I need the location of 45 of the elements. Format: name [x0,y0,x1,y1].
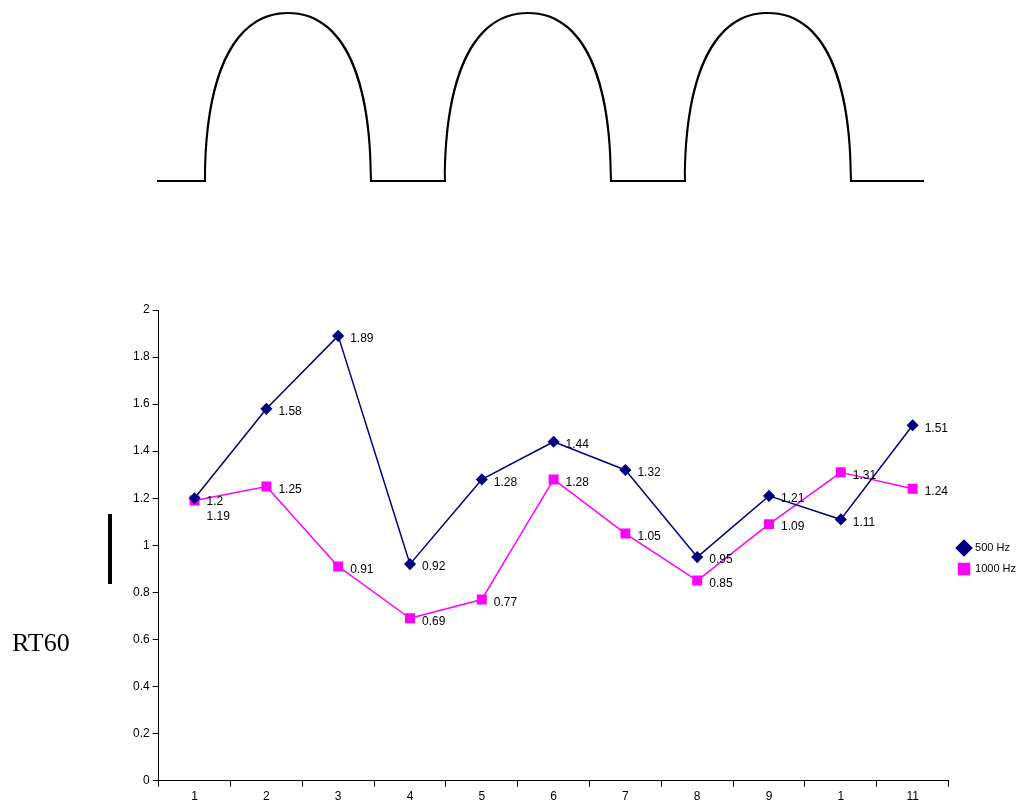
x-tick-label: 8 [693,789,701,804]
x-tick-label: 5 [478,789,486,804]
data-label: 1.58 [278,404,303,419]
data-label: 1.89 [350,331,374,346]
y-tick-label: 0.8 [132,584,150,599]
data-label: 1.19 [206,508,231,523]
data-label: 1.05 [637,528,662,543]
y-tick-label: 0.2 [132,725,150,740]
data-label: 1.28 [493,474,518,489]
y-tick-label: 1 [142,537,150,552]
data-label: 0.92 [422,559,446,574]
y-tick-label: 1.6 [132,396,150,411]
x-tick-label: 11 [906,789,920,804]
y-tick-label: 0.6 [132,631,150,646]
x-tick-label: 7 [622,789,630,804]
data-label: 1.25 [278,481,303,496]
legend-label: 500 Hz [975,541,1010,554]
x-tick-label: 2 [263,789,271,804]
data-label: 1.44 [565,437,590,452]
data-label: 1.51 [924,420,949,435]
y-tick-label: 1.4 [132,443,150,458]
y-tick-label: 1.2 [132,490,150,505]
legend-label: 1000 Hz [975,562,1017,575]
y-tick-label: 0.4 [132,678,150,693]
x-tick-label: 4 [406,789,414,804]
y-tick-label: 1.8 [132,349,150,364]
y-tick-label: 0 [142,772,150,787]
data-label: 0.77 [493,594,518,609]
y-tick-label: 2 [142,302,150,317]
x-tick-label: 1 [191,789,199,804]
data-label: 1.21 [781,491,805,506]
x-tick-label: 3 [334,789,342,804]
data-label: 1.2 [206,493,224,508]
data-label: 1.24 [924,484,949,499]
y-axis-title: RT60 [12,628,70,658]
data-label: 0.85 [709,575,733,590]
data-label: 1.28 [565,474,590,489]
x-tick-label: 9 [765,789,773,804]
data-label: 0.69 [422,613,446,628]
x-tick-label: 1 [837,789,845,804]
data-label: 0.91 [350,561,374,576]
data-label: 1.09 [781,519,805,534]
data-label: 1.32 [637,465,662,480]
x-tick-label: 6 [550,789,558,804]
data-label: 1.11 [852,514,876,529]
